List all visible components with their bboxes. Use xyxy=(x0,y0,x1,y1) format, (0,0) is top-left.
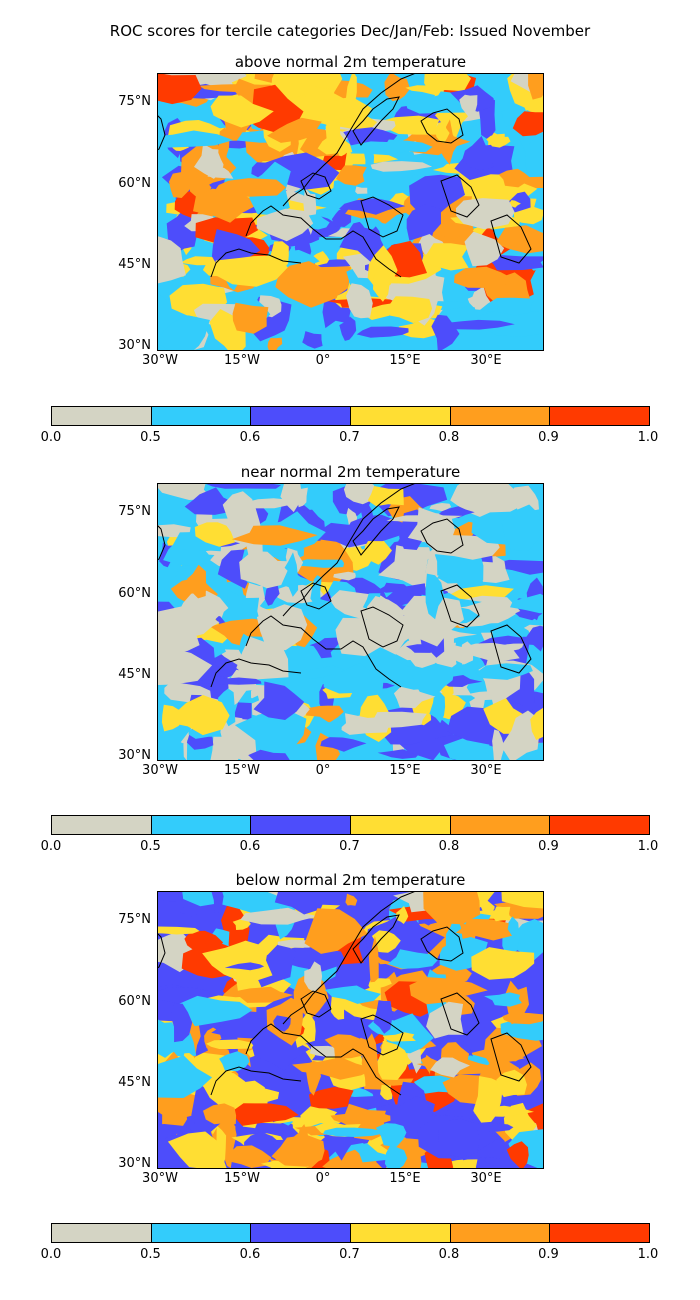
colorbar-1 xyxy=(51,815,650,835)
lon-label-0-0: 30°W xyxy=(142,353,178,368)
lat-label-1-0: 75°N xyxy=(118,504,151,519)
colorbar-0 xyxy=(51,406,650,426)
lat-label-1-3: 30°N xyxy=(118,748,151,763)
colorbar-segment xyxy=(52,1224,152,1242)
colorbar-segment xyxy=(450,407,551,425)
lat-label-2-3: 30°N xyxy=(118,1156,151,1171)
lat-label-2-0: 75°N xyxy=(118,912,151,927)
lon-label-2-3: 15°E xyxy=(389,1171,421,1186)
colorbar-tick-1-5: 0.9 xyxy=(538,839,559,854)
colorbar-tick-0-3: 0.7 xyxy=(339,430,360,445)
lon-label-1-2: 0° xyxy=(315,763,331,778)
lat-label-0-1: 60°N xyxy=(118,176,151,191)
colorbar-tick-0-2: 0.6 xyxy=(239,430,261,445)
colorbar-segment xyxy=(52,816,152,834)
panel-title-0: above normal 2m temperature xyxy=(234,53,467,71)
lon-label-1-0: 30°W xyxy=(142,763,178,778)
lon-label-0-1: 15°W xyxy=(224,353,260,368)
colorbar-tick-1-3: 0.7 xyxy=(339,839,360,854)
map-field-2 xyxy=(158,892,543,1168)
colorbar-tick-0-1: 0.5 xyxy=(140,430,161,445)
map-field-1 xyxy=(158,484,543,760)
colorbar-2 xyxy=(51,1223,650,1243)
lat-label-0-3: 30°N xyxy=(118,338,151,353)
colorbar-tick-0-5: 0.9 xyxy=(538,430,559,445)
lat-label-0-0: 75°N xyxy=(118,94,151,109)
colorbar-tick-2-0: 0.0 xyxy=(40,1247,62,1262)
lon-label-1-1: 15°W xyxy=(224,763,260,778)
colorbar-segment xyxy=(550,407,650,425)
colorbar-tick-1-4: 0.8 xyxy=(438,839,460,854)
colorbar-segment xyxy=(251,407,352,425)
lon-label-0-3: 15°E xyxy=(389,353,421,368)
colorbar-tick-0-6: 1.0 xyxy=(637,430,659,445)
colorbar-segment xyxy=(151,1224,252,1242)
panel-title-1: near normal 2m temperature xyxy=(240,463,461,481)
colorbar-tick-0-0: 0.0 xyxy=(40,430,62,445)
colorbar-segment xyxy=(251,816,352,834)
colorbar-segment xyxy=(351,1224,451,1242)
colorbar-tick-2-2: 0.6 xyxy=(239,1247,261,1262)
colorbar-tick-2-4: 0.8 xyxy=(438,1247,460,1262)
lon-label-2-0: 30°W xyxy=(142,1171,178,1186)
lat-label-2-2: 45°N xyxy=(118,1075,151,1090)
lat-label-2-1: 60°N xyxy=(118,994,151,1009)
colorbar-segment xyxy=(450,1224,551,1242)
colorbar-tick-1-0: 0.0 xyxy=(40,839,62,854)
colorbar-segment xyxy=(450,816,551,834)
colorbar-tick-2-5: 0.9 xyxy=(538,1247,559,1262)
colorbar-tick-0-4: 0.8 xyxy=(438,430,460,445)
lon-label-0-2: 0° xyxy=(315,353,331,368)
colorbar-segment xyxy=(550,816,650,834)
map-panel-1 xyxy=(157,483,544,761)
colorbar-segment xyxy=(52,407,152,425)
colorbar-tick-2-1: 0.5 xyxy=(140,1247,161,1262)
panel-title-2: below normal 2m temperature xyxy=(235,871,466,889)
colorbar-segment xyxy=(550,1224,650,1242)
colorbar-tick-2-3: 0.7 xyxy=(339,1247,360,1262)
lon-label-2-2: 0° xyxy=(315,1171,331,1186)
map-panel-2 xyxy=(157,891,544,1169)
lat-label-0-2: 45°N xyxy=(118,257,151,272)
lon-label-2-4: 30°E xyxy=(470,1171,502,1186)
lon-label-0-4: 30°E xyxy=(470,353,502,368)
colorbar-tick-1-2: 0.6 xyxy=(239,839,261,854)
colorbar-tick-1-1: 0.5 xyxy=(140,839,161,854)
colorbar-segment xyxy=(151,407,252,425)
colorbar-segment xyxy=(251,1224,352,1242)
colorbar-tick-2-6: 1.0 xyxy=(637,1247,659,1262)
lon-label-2-1: 15°W xyxy=(224,1171,260,1186)
figure-title: ROC scores for tercile categories Dec/Ja… xyxy=(109,22,591,40)
map-panel-0 xyxy=(157,73,544,351)
lat-label-1-2: 45°N xyxy=(118,667,151,682)
lon-label-1-4: 30°E xyxy=(470,763,502,778)
colorbar-segment xyxy=(351,407,451,425)
lat-label-1-1: 60°N xyxy=(118,586,151,601)
colorbar-segment xyxy=(151,816,252,834)
colorbar-tick-1-6: 1.0 xyxy=(637,839,659,854)
map-field-0 xyxy=(158,74,543,350)
lon-label-1-3: 15°E xyxy=(389,763,421,778)
colorbar-segment xyxy=(351,816,451,834)
